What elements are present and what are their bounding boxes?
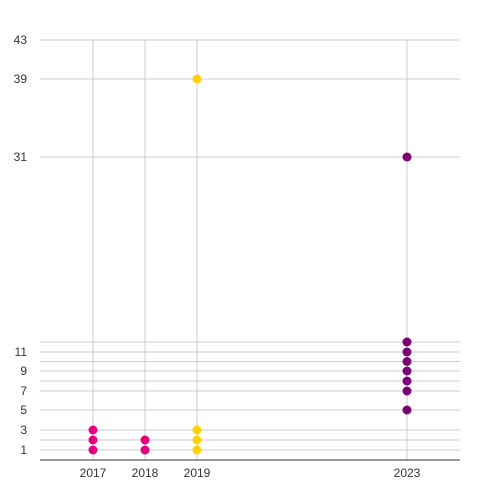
grid — [40, 39, 460, 460]
y-axis: 1 3 5 7 9 11 31 39 43 — [14, 33, 28, 457]
data-point — [140, 435, 150, 445]
y-tick-label: 11 — [15, 345, 28, 359]
y-tick-label: 39 — [14, 72, 28, 86]
data-point — [402, 405, 412, 415]
x-tick-label: 2018 — [132, 466, 159, 480]
y-tick-label: 31 — [14, 150, 28, 164]
data-point — [88, 445, 98, 455]
data-point — [402, 357, 412, 366]
y-tick-label: 43 — [14, 33, 28, 47]
x-tick-label: 2019 — [184, 466, 211, 480]
data-point — [402, 366, 412, 376]
data-point — [140, 445, 150, 455]
y-tick-label: 3 — [20, 423, 27, 437]
x-tick-label: 2023 — [394, 466, 421, 480]
data-point — [402, 347, 412, 357]
x-tick-label: 2017 — [80, 466, 107, 480]
data-point — [402, 376, 412, 386]
y-tick-label: 7 — [20, 384, 27, 398]
data-point — [402, 386, 412, 396]
data-point — [402, 152, 412, 162]
y-tick-label: 5 — [20, 403, 27, 417]
data-point — [402, 337, 412, 347]
data-point — [192, 74, 202, 84]
data-points — [88, 74, 412, 455]
data-point — [192, 445, 202, 455]
y-tick-label: 9 — [20, 364, 27, 378]
data-point — [88, 425, 98, 435]
data-point — [88, 435, 98, 445]
data-point — [192, 435, 202, 445]
data-point — [192, 425, 202, 435]
x-axis: 2017 2018 2019 2023 — [80, 466, 421, 480]
y-tick-label: 1 — [20, 443, 27, 457]
